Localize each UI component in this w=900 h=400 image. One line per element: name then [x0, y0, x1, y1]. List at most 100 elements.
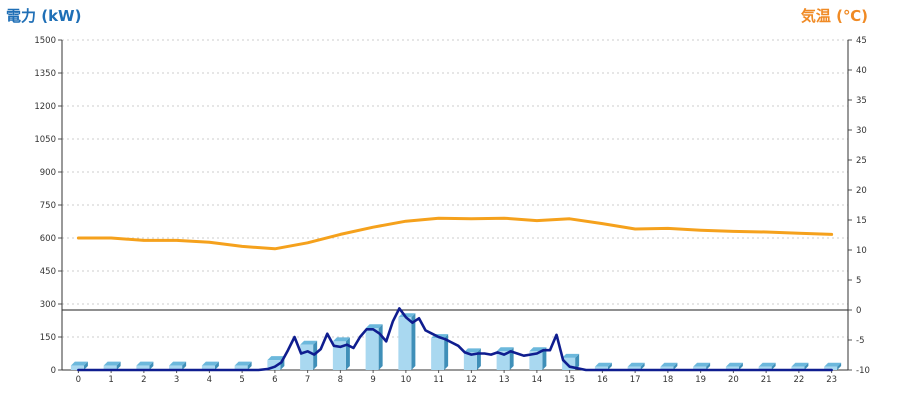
x-tick-label: 7 [305, 375, 310, 385]
power-bar-top [169, 361, 187, 366]
power-bar [201, 361, 219, 370]
right-tick-label: 45 [856, 36, 867, 46]
power-bar-face [300, 344, 314, 370]
power-bar-face [693, 366, 707, 370]
power-bar-top [332, 337, 350, 342]
x-tick-label: 11 [433, 375, 444, 385]
left-tick-label: 750 [40, 201, 56, 211]
power-bar-side [804, 362, 809, 370]
x-tick-label: 6 [272, 375, 277, 385]
power-bar-top [365, 324, 383, 329]
power-bar [103, 361, 121, 370]
power-bar-side [378, 324, 383, 370]
power-bar-face [267, 360, 281, 370]
power-bar-top [136, 361, 154, 366]
x-tick-label: 10 [400, 375, 411, 385]
left-tick-label: 0 [51, 366, 56, 376]
power-bar-top [824, 362, 842, 367]
left-tick-label: 1500 [34, 36, 56, 46]
right-tick-label: -5 [856, 336, 864, 346]
power-bar-face [758, 366, 772, 370]
power-bar-side [771, 362, 776, 370]
power-bar-side [673, 362, 678, 370]
power-bar-face [136, 365, 150, 370]
x-tick-label: 22 [793, 375, 804, 385]
power-bar-top [693, 362, 711, 367]
x-tick-label: 16 [597, 375, 608, 385]
power-bar-top [300, 340, 318, 345]
power-bar-side [706, 362, 711, 370]
power-bar-face [70, 365, 84, 370]
power-bar-face [169, 365, 183, 370]
x-tick-label: 8 [338, 375, 343, 385]
power-bar-face [234, 365, 248, 370]
power-bar [791, 362, 809, 370]
right-tick-label: 20 [856, 186, 867, 196]
power-bar-side [83, 361, 88, 370]
power-bar-side [149, 361, 154, 370]
x-tick-label: 5 [239, 375, 244, 385]
x-tick-label: 21 [761, 375, 772, 385]
power-bar-side [182, 361, 187, 370]
power-bar-face [627, 366, 641, 370]
power-bar [758, 362, 776, 370]
right-tick-label: 25 [856, 156, 867, 166]
x-tick-label: 2 [141, 375, 146, 385]
x-tick-label: 9 [370, 375, 375, 385]
power-bar-side [542, 347, 547, 370]
x-tick-label: 3 [174, 375, 179, 385]
power-bar-side [837, 362, 842, 370]
power-line [77, 307, 833, 372]
x-tick-label: 0 [76, 375, 81, 385]
power-bar-top [594, 362, 612, 367]
power-bar [136, 361, 154, 370]
power-bar-face [791, 366, 805, 370]
right-tick-label: 15 [856, 216, 867, 226]
power-bar-top [70, 361, 88, 366]
left-tick-label: 450 [40, 267, 56, 277]
power-bar [169, 361, 187, 370]
left-axis-title: 電力 (kW) [6, 7, 82, 25]
power-bar-face [529, 351, 543, 370]
power-bar-top [627, 362, 645, 367]
power-bar [660, 362, 678, 370]
x-tick-label: 18 [662, 375, 673, 385]
left-tick-label: 300 [40, 300, 56, 310]
power-bar-side [345, 337, 350, 370]
power-bar [627, 362, 645, 370]
temperature-line [76, 216, 834, 251]
power-bar-side [738, 362, 743, 370]
power-bar-face [725, 366, 739, 370]
power-bar-top [496, 347, 514, 352]
power-bar [398, 313, 416, 370]
power-bar-top [463, 348, 481, 353]
power-bar-top [758, 362, 776, 367]
right-tick-label: 5 [856, 276, 861, 286]
x-tick-label: 12 [466, 375, 477, 385]
right-tick-label: -10 [856, 366, 870, 376]
right-axis-title: 気温 (℃) [800, 7, 868, 25]
power-bar-face [201, 365, 215, 370]
left-tick-label: 1050 [34, 135, 56, 145]
power-bar [824, 362, 842, 370]
power-bar-top [725, 362, 743, 367]
power-bar [594, 362, 612, 370]
power-bar-side [607, 362, 612, 370]
x-tick-label: 4 [207, 375, 212, 385]
power-bar [365, 324, 383, 370]
power-bar-side [640, 362, 645, 370]
power-bar-face [103, 365, 117, 370]
left-tick-label: 600 [40, 234, 56, 244]
power-bar-side [575, 353, 580, 370]
x-tick-label: 20 [728, 375, 739, 385]
power-bar-face [365, 328, 379, 370]
power-bar-face [594, 366, 608, 370]
power-bar-top [660, 362, 678, 367]
x-tick-label: 17 [630, 375, 641, 385]
x-tick-label: 19 [695, 375, 706, 385]
x-tick-label: 14 [531, 375, 542, 385]
power-bar-side [247, 361, 252, 370]
power-bar-face [463, 352, 477, 370]
power-bar [431, 334, 449, 370]
